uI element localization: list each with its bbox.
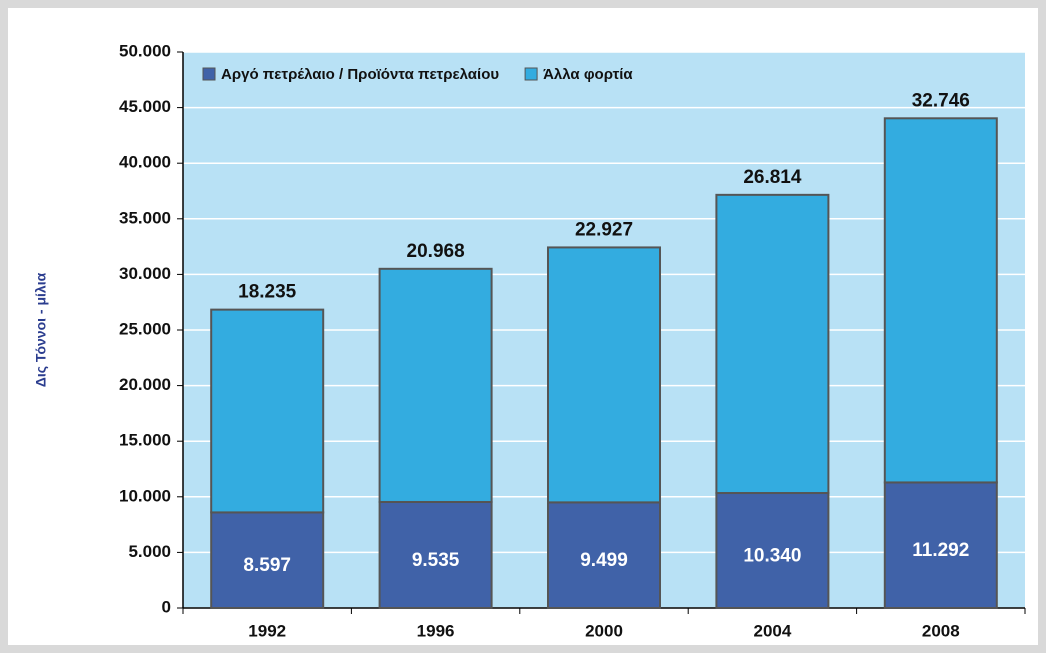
bar-segment [883,117,998,484]
y-tick-label: 0 [162,597,171,616]
value-label: 22.927 [575,219,633,240]
value-label: 10.340 [743,546,801,567]
bar-segment [715,193,830,495]
bar-segment [210,308,325,514]
y-tick-label: 5.000 [128,542,171,561]
value-label: 20.968 [407,241,465,262]
y-tick-label: 10.000 [119,486,171,505]
y-tick-label: 15.000 [119,431,171,450]
legend-label: Άλλα φορτία [543,66,633,83]
x-tick-label: 2000 [585,621,623,640]
bar-segment [210,511,325,610]
bar-segment [378,267,493,503]
value-label: 32.746 [912,90,970,111]
bar-segment [715,492,830,609]
value-label: 26.814 [743,167,802,188]
bar-segment [378,500,493,609]
y-tick-label: 35.000 [119,208,171,227]
y-axis-label: Δις Τόννοι - μίλια [33,272,49,387]
y-tick-label: 25.000 [119,319,171,338]
x-tick-label: 1996 [417,621,455,640]
x-tick-label: 2008 [922,621,960,640]
y-tick-label: 50.000 [119,41,171,60]
y-tick-label: 45.000 [119,97,171,116]
legend-swatch [202,67,216,81]
value-label: 18.235 [238,282,297,303]
value-label: 11.292 [912,540,969,561]
y-tick-label: 40.000 [119,153,171,172]
value-label: 8.597 [243,555,291,576]
legend-swatch [524,67,538,81]
legend-label: Αργό πετρέλαιο / Προϊόντα πετρελαίου [221,66,499,83]
y-tick-label: 30.000 [119,264,171,283]
value-label: 9.535 [412,550,460,571]
bar-segment [547,246,661,504]
x-tick-label: 1992 [248,621,286,640]
value-label: 9.499 [580,550,628,571]
x-tick-label: 2004 [753,621,791,640]
y-tick-label: 20.000 [119,375,171,394]
bar-segment [547,501,661,610]
